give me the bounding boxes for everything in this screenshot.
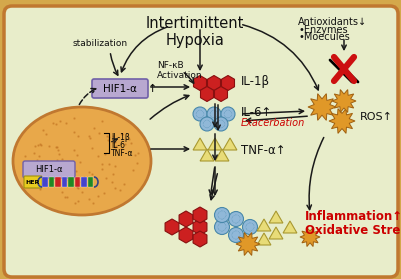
Text: HIF1-α: HIF1-α (103, 83, 137, 93)
Bar (61, 177, 67, 187)
Text: Antioxidants↓: Antioxidants↓ (298, 17, 367, 27)
Text: IL-1β: IL-1β (111, 133, 130, 142)
Text: Exacerbation: Exacerbation (241, 118, 305, 128)
Polygon shape (283, 221, 297, 233)
FancyBboxPatch shape (92, 79, 148, 98)
Polygon shape (300, 227, 320, 247)
Polygon shape (208, 138, 222, 150)
Text: stabilization: stabilization (73, 39, 128, 48)
Bar (87, 177, 93, 187)
Text: ↑: ↑ (148, 83, 157, 93)
Text: IL-6↑: IL-6↑ (241, 105, 272, 119)
Text: HIF1-α: HIF1-α (35, 165, 63, 174)
Polygon shape (257, 233, 271, 245)
Polygon shape (193, 219, 207, 235)
FancyBboxPatch shape (23, 161, 75, 178)
Polygon shape (329, 109, 355, 133)
Polygon shape (207, 76, 221, 90)
Circle shape (200, 117, 214, 131)
Polygon shape (269, 227, 283, 239)
Circle shape (229, 211, 243, 227)
Polygon shape (200, 149, 214, 161)
Polygon shape (193, 231, 207, 247)
Circle shape (229, 227, 243, 242)
Circle shape (215, 220, 229, 235)
Bar (55, 177, 61, 187)
Polygon shape (179, 211, 193, 227)
Text: IL-6: IL-6 (111, 141, 125, 150)
Polygon shape (193, 207, 207, 223)
FancyBboxPatch shape (24, 176, 42, 188)
Circle shape (243, 220, 257, 235)
Polygon shape (223, 138, 237, 150)
Text: •Moecules: •Moecules (298, 32, 350, 42)
Text: •Enzymes: •Enzymes (298, 25, 348, 35)
Circle shape (214, 117, 228, 131)
Text: Inflammation↑: Inflammation↑ (305, 210, 401, 223)
Polygon shape (308, 94, 336, 120)
Polygon shape (215, 86, 227, 102)
Polygon shape (221, 76, 235, 90)
Polygon shape (200, 86, 213, 102)
Text: NF-κB
Activation: NF-κB Activation (157, 61, 203, 80)
Polygon shape (269, 211, 283, 223)
Polygon shape (165, 219, 179, 235)
Text: Intertimittent
Hypoxia: Intertimittent Hypoxia (146, 16, 244, 48)
Bar (49, 177, 54, 187)
Bar (81, 177, 87, 187)
Circle shape (215, 208, 229, 222)
Bar (68, 177, 73, 187)
Polygon shape (179, 227, 193, 243)
Polygon shape (236, 233, 260, 255)
Bar (42, 177, 47, 187)
Polygon shape (215, 149, 229, 161)
Bar (75, 177, 80, 187)
Polygon shape (193, 138, 207, 150)
Polygon shape (257, 219, 271, 231)
Circle shape (193, 107, 207, 121)
Text: TNF-α: TNF-α (111, 149, 134, 158)
Circle shape (221, 107, 235, 121)
Text: ROS↑: ROS↑ (360, 112, 393, 122)
Polygon shape (194, 76, 207, 90)
Ellipse shape (13, 107, 151, 215)
Text: TNF-α↑: TNF-α↑ (241, 145, 286, 158)
Text: Oxidative Stress↑: Oxidative Stress↑ (305, 225, 401, 237)
Polygon shape (332, 90, 356, 112)
Text: HER: HER (26, 179, 40, 184)
Circle shape (207, 107, 221, 121)
Text: IL-1β: IL-1β (241, 74, 270, 88)
FancyBboxPatch shape (4, 6, 398, 277)
